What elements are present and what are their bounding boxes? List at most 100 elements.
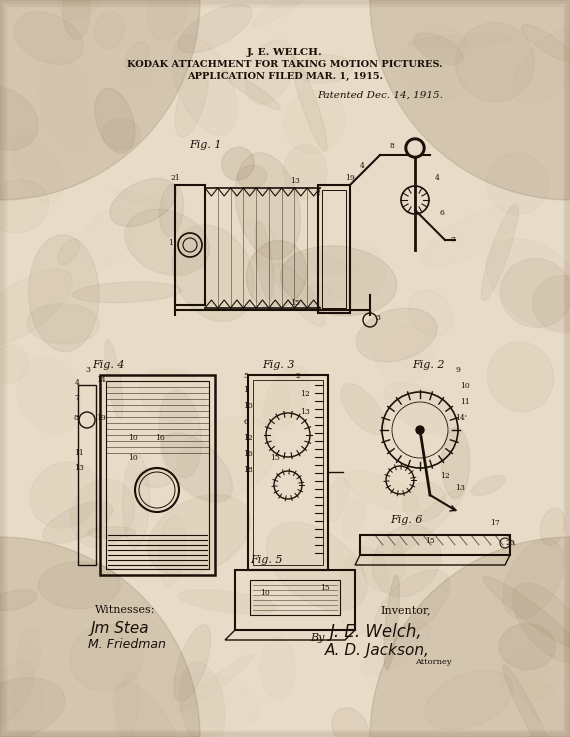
Bar	[235, 570, 355, 630]
Bar	[100, 375, 215, 575]
Ellipse shape	[222, 147, 254, 180]
Ellipse shape	[17, 357, 82, 434]
Text: 13: 13	[455, 484, 465, 492]
Bar	[318, 185, 350, 313]
Wedge shape	[370, 537, 570, 737]
Ellipse shape	[455, 22, 535, 102]
Circle shape	[408, 141, 422, 155]
Text: J. E. WELCH.: J. E. WELCH.	[247, 47, 323, 57]
Ellipse shape	[0, 269, 72, 347]
Ellipse shape	[487, 342, 553, 412]
Ellipse shape	[125, 209, 209, 276]
Text: Inventor,: Inventor,	[380, 605, 430, 615]
Text: 13: 13	[270, 454, 280, 462]
Ellipse shape	[175, 60, 209, 137]
Text: Fig. 3: Fig. 3	[262, 360, 294, 370]
Ellipse shape	[87, 526, 135, 538]
Circle shape	[416, 426, 424, 434]
Text: 12: 12	[300, 390, 310, 398]
Text: Patented Dec. 14, 1915.: Patented Dec. 14, 1915.	[317, 91, 443, 99]
Ellipse shape	[246, 240, 307, 309]
Ellipse shape	[503, 665, 559, 737]
Text: 16: 16	[155, 434, 165, 442]
Text: 5: 5	[243, 372, 248, 380]
Text: Fig. 6: Fig. 6	[390, 515, 422, 525]
Ellipse shape	[402, 27, 473, 102]
Text: Fig. 5: Fig. 5	[250, 555, 283, 565]
Ellipse shape	[72, 282, 181, 303]
Ellipse shape	[27, 304, 100, 344]
Ellipse shape	[105, 340, 123, 418]
Text: 6: 6	[440, 209, 445, 217]
Text: Fig. 1: Fig. 1	[189, 140, 221, 150]
Ellipse shape	[148, 495, 251, 576]
Ellipse shape	[483, 576, 570, 648]
Ellipse shape	[110, 178, 177, 226]
Text: 13: 13	[74, 464, 84, 472]
Ellipse shape	[178, 4, 252, 53]
Text: KODAK ATTACHMENT FOR TAKING MOTION PICTURES.: KODAK ATTACHMENT FOR TAKING MOTION PICTU…	[127, 60, 443, 69]
Text: 2: 2	[295, 372, 300, 380]
Text: 14': 14'	[455, 414, 467, 422]
Bar	[248, 375, 328, 570]
Ellipse shape	[71, 479, 135, 548]
Ellipse shape	[403, 483, 446, 521]
Ellipse shape	[158, 516, 185, 586]
Ellipse shape	[263, 366, 309, 430]
Ellipse shape	[180, 662, 225, 737]
Text: 4: 4	[360, 162, 365, 170]
Text: 11: 11	[74, 449, 84, 457]
Ellipse shape	[238, 165, 267, 188]
Text: A. D. Jackson,: A. D. Jackson,	[325, 643, 430, 657]
Text: 7: 7	[450, 236, 455, 244]
Wedge shape	[0, 537, 200, 737]
Circle shape	[405, 138, 425, 158]
Text: 3: 3	[85, 366, 90, 374]
Ellipse shape	[138, 467, 173, 487]
Ellipse shape	[372, 525, 441, 596]
Ellipse shape	[70, 624, 143, 691]
Ellipse shape	[540, 508, 565, 545]
Ellipse shape	[283, 90, 345, 153]
Text: 2: 2	[315, 189, 320, 197]
Bar	[175, 185, 205, 305]
Text: 1: 1	[168, 239, 173, 247]
Ellipse shape	[344, 471, 418, 511]
Text: Witnesses:: Witnesses:	[95, 605, 156, 615]
Text: 9: 9	[455, 366, 460, 374]
Text: 15: 15	[425, 537, 435, 545]
Text: 1: 1	[243, 386, 248, 394]
Text: 10: 10	[128, 454, 138, 462]
Ellipse shape	[0, 678, 65, 737]
Bar	[106, 381, 209, 569]
Ellipse shape	[172, 225, 254, 321]
Ellipse shape	[13, 135, 63, 203]
Ellipse shape	[111, 189, 166, 208]
Ellipse shape	[425, 670, 513, 730]
Ellipse shape	[160, 184, 184, 236]
Ellipse shape	[522, 24, 570, 60]
Text: 13: 13	[290, 177, 300, 185]
Ellipse shape	[146, 0, 188, 40]
Text: 10: 10	[128, 434, 138, 442]
Text: 11: 11	[460, 398, 470, 406]
Ellipse shape	[356, 308, 437, 362]
Ellipse shape	[361, 531, 405, 592]
Text: 3: 3	[375, 314, 380, 322]
Bar	[253, 380, 323, 565]
Text: Attorney: Attorney	[415, 658, 451, 666]
Ellipse shape	[30, 461, 100, 528]
Text: M. Friedman: M. Friedman	[88, 638, 166, 652]
Text: 4: 4	[75, 379, 80, 387]
Bar	[250, 580, 340, 615]
Ellipse shape	[222, 71, 280, 110]
Text: 12: 12	[243, 434, 253, 442]
Ellipse shape	[292, 57, 327, 151]
Text: 10: 10	[460, 382, 470, 390]
Text: 8: 8	[74, 414, 79, 422]
Ellipse shape	[63, 0, 90, 39]
Ellipse shape	[17, 629, 40, 679]
Ellipse shape	[161, 433, 233, 503]
Ellipse shape	[512, 583, 570, 662]
Text: J. E. Welch,: J. E. Welch,	[330, 623, 422, 641]
